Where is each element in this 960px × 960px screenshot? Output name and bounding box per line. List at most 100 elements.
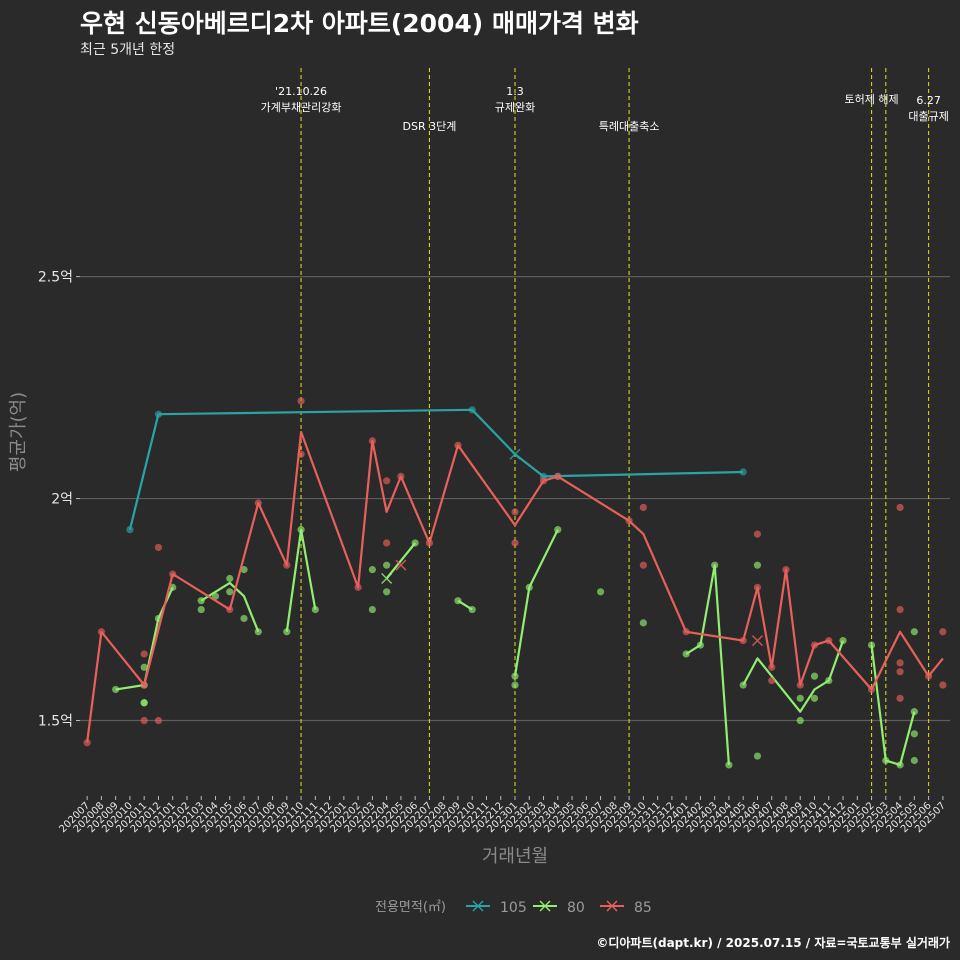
data-point (696, 641, 705, 649)
data-point (910, 730, 918, 738)
legend-label: 105 (500, 900, 527, 916)
data-point (896, 761, 904, 769)
data-point (169, 570, 177, 578)
data-point (753, 530, 762, 538)
series-group (83, 397, 947, 769)
data-point (383, 561, 391, 569)
data-point (939, 628, 947, 636)
data-point (283, 561, 291, 569)
data-point (925, 672, 933, 680)
data-point (896, 659, 904, 667)
data-point (140, 650, 148, 658)
data-point (882, 756, 890, 765)
data-point (525, 583, 533, 591)
legend-swatch-cross (539, 900, 551, 912)
y-tick-label: 2억 (51, 492, 73, 508)
data-point (226, 574, 234, 583)
data-point (368, 566, 376, 574)
data-point (83, 739, 91, 747)
data-point (867, 641, 876, 649)
data-point (468, 406, 476, 414)
annotation-label: 특례대출축소 (599, 120, 660, 133)
data-point (140, 663, 148, 671)
data-point (910, 708, 918, 716)
series-line (385, 542, 417, 580)
y-tick-label: 1.5억 (38, 714, 73, 730)
annotation-label: 대출규제 (908, 110, 948, 123)
data-point (753, 561, 762, 569)
data-point (383, 539, 391, 547)
data-point (768, 676, 776, 685)
data-point (725, 761, 733, 769)
data-point (297, 526, 305, 534)
data-point (283, 628, 291, 636)
data-point (397, 472, 405, 480)
data-point (140, 716, 148, 725)
data-point (454, 597, 462, 605)
data-point (226, 605, 234, 614)
data-point (311, 605, 319, 614)
data-point (468, 605, 476, 614)
data-point (425, 539, 434, 547)
data-point (596, 588, 605, 596)
data-point (782, 566, 790, 574)
data-point (810, 694, 819, 702)
data-point (839, 637, 847, 645)
data-point (383, 588, 391, 596)
annotation-label: '21.10.26 (275, 85, 327, 98)
data-point (368, 605, 376, 614)
data-point (825, 637, 833, 645)
data-point (169, 583, 177, 591)
data-point (810, 672, 819, 680)
legend-label: 80 (567, 900, 585, 916)
y-axis-title: 평균가(억) (8, 392, 29, 472)
annotation-label: 6.27 (916, 94, 941, 107)
data-point (254, 499, 262, 507)
series-line (200, 581, 260, 633)
legend: 전용면적(㎡) 105 80 85 (375, 900, 652, 916)
data-point (682, 628, 690, 636)
legend-item-85: 85 (600, 900, 652, 916)
legend-item-105: 105 (466, 900, 527, 916)
data-point (297, 397, 305, 405)
series-line (115, 586, 174, 691)
legend-title: 전용면적(㎡) (375, 900, 446, 915)
cross-marker (509, 448, 521, 460)
axes: 1.5억2억2.5억202007202008202009202010202011… (8, 270, 948, 867)
data-point (796, 681, 804, 689)
data-point (910, 756, 918, 765)
data-point (383, 477, 391, 485)
data-point (896, 605, 904, 614)
legend-label: 85 (634, 900, 652, 916)
data-point (511, 672, 519, 680)
annotation-label: 1.3 (506, 85, 524, 98)
data-point (753, 752, 762, 760)
cross-marker (395, 559, 407, 571)
data-point (939, 681, 947, 689)
data-point (240, 566, 248, 574)
series-80 (112, 526, 918, 769)
data-point (240, 614, 248, 623)
data-point (639, 619, 647, 627)
series-105 (126, 406, 747, 534)
series-line (685, 564, 730, 765)
cross-marker (381, 572, 393, 584)
data-point (739, 681, 747, 689)
annotation-label: 가계부채관리강화 (261, 101, 342, 114)
data-point (796, 694, 804, 702)
data-point (711, 561, 719, 569)
data-point (197, 605, 205, 614)
data-point (411, 539, 419, 547)
chart-title: 우현 신동아베르디2차 아파트(2004) 매매가격 변화 (80, 9, 639, 38)
series-85 (83, 397, 947, 747)
data-point (354, 583, 362, 591)
data-point (511, 681, 519, 689)
data-point (368, 437, 376, 445)
data-point (154, 543, 163, 552)
data-point (810, 641, 819, 649)
data-point (97, 628, 105, 636)
data-point (639, 503, 647, 512)
source-caption: ©디아파트(dapt.kr) / 2025.07.15 / 자료=국토교통부 실… (596, 936, 950, 950)
